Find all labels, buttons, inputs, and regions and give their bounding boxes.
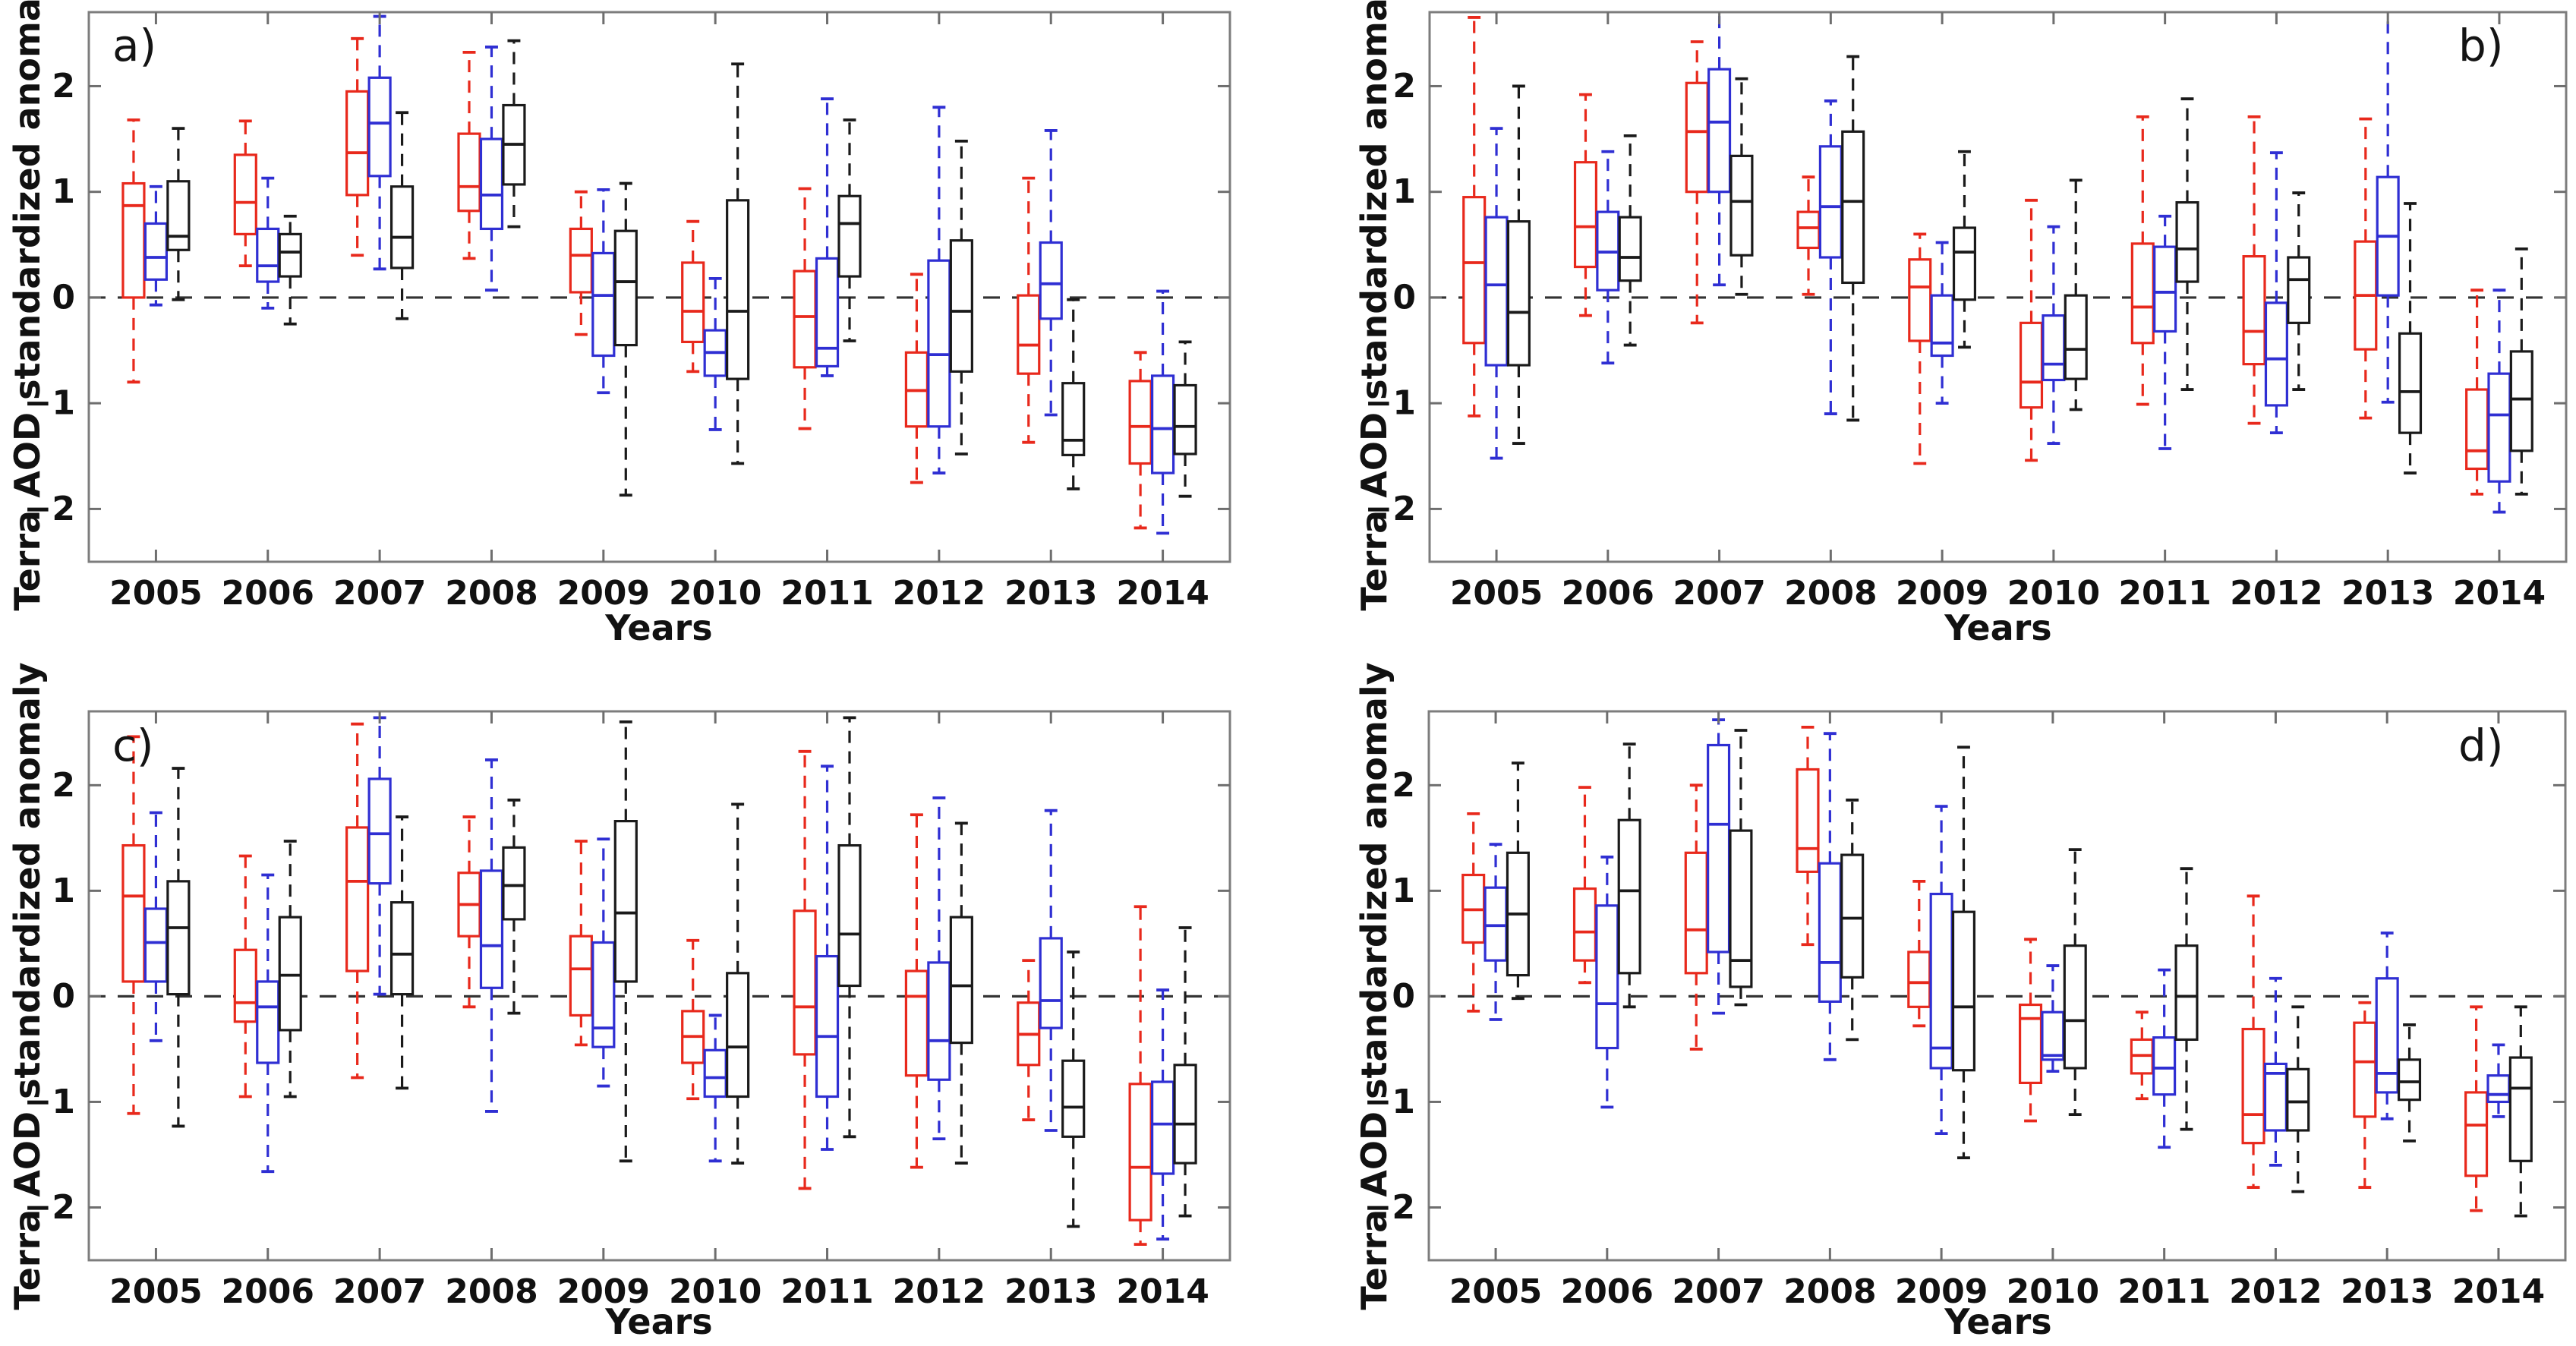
svg-text:−2: −2: [1364, 1188, 1415, 1227]
y-axis-label-d: Terra AOD standardized anomaly: [1354, 662, 1395, 1310]
svg-text:0: 0: [52, 977, 75, 1016]
svg-text:2: 2: [1392, 67, 1416, 106]
x-axis-label-c: Years: [605, 1301, 713, 1342]
boxplot-panel-b: −2 −1 0 1 2 2005 2006 2007 2008 2009 2010 2011 2012 2…: [1365, 11, 2568, 613]
svg-text:1: 1: [1392, 872, 1415, 910]
svg-text:2: 2: [1392, 766, 1415, 805]
svg-text:2009: 2009: [557, 1272, 650, 1311]
svg-text:−2: −2: [1365, 490, 1416, 528]
svg-text:2008: 2008: [1783, 1272, 1876, 1311]
svg-text:2010: 2010: [669, 1272, 761, 1311]
svg-text:2013: 2013: [2341, 1272, 2433, 1311]
svg-text:2008: 2008: [445, 1272, 538, 1311]
x-axis-label-d: Years: [1944, 1301, 2052, 1342]
svg-text:2008: 2008: [445, 574, 538, 613]
svg-text:2005: 2005: [109, 1272, 202, 1311]
svg-text:2: 2: [52, 67, 75, 106]
svg-text:2: 2: [52, 766, 75, 805]
svg-text:1: 1: [1392, 172, 1416, 211]
svg-text:2014: 2014: [1116, 574, 1209, 613]
panel-letter-a: a): [112, 20, 157, 71]
svg-text:2012: 2012: [2229, 1272, 2322, 1311]
svg-text:−1: −1: [1365, 384, 1416, 423]
svg-text:−1: −1: [24, 1083, 75, 1121]
svg-text:2014: 2014: [2452, 1272, 2545, 1311]
svg-text:0: 0: [1392, 977, 1415, 1016]
svg-text:−1: −1: [1364, 1083, 1415, 1121]
boxplot-panel-d: −2 −1 0 1 2 2005 2006 2007 2008 2009 2010 2011 2012 2…: [1364, 710, 2567, 1311]
boxplot-panel-c: −2 −1 0 1 2 2005 2006 2007 2008 2009 2010 2011 2012 2…: [24, 710, 1231, 1311]
svg-text:2011: 2011: [2117, 1272, 2210, 1311]
x-axis-label-a: Years: [605, 607, 713, 648]
svg-text:2009: 2009: [1896, 574, 1988, 613]
y-axis-label-b: Terra AOD standardized anomaly: [1354, 0, 1395, 611]
y-axis-label-a: Terra AOD standardized anomaly: [7, 0, 48, 611]
svg-text:2011: 2011: [780, 1272, 873, 1311]
svg-text:2006: 2006: [222, 574, 314, 613]
svg-text:2005: 2005: [1450, 574, 1543, 613]
svg-text:2007: 2007: [1673, 574, 1765, 613]
svg-text:2007: 2007: [1672, 1272, 1764, 1311]
boxplot-panel-a: −2 −1 0 1 2 2005 2006 2007 2008 2009 2010 2011 2012 2…: [24, 11, 1231, 613]
svg-text:2011: 2011: [780, 574, 873, 613]
svg-text:2014: 2014: [1116, 1272, 1209, 1311]
svg-text:−2: −2: [24, 1188, 75, 1227]
svg-text:2013: 2013: [2341, 574, 2434, 613]
svg-text:2006: 2006: [1562, 574, 1654, 613]
svg-text:2006: 2006: [222, 1272, 314, 1311]
svg-text:2005: 2005: [1449, 1272, 1542, 1311]
svg-text:2008: 2008: [1784, 574, 1877, 613]
svg-text:2012: 2012: [893, 574, 985, 613]
svg-text:−2: −2: [24, 490, 75, 528]
svg-text:1: 1: [52, 872, 75, 910]
svg-text:2014: 2014: [2453, 574, 2546, 613]
svg-text:2005: 2005: [109, 574, 202, 613]
svg-text:2009: 2009: [1895, 1272, 1988, 1311]
panel-letter-c: c): [112, 720, 154, 771]
panel-letter-b: b): [2458, 20, 2504, 71]
panel-letter-d: d): [2458, 720, 2504, 771]
svg-text:2006: 2006: [1561, 1272, 1654, 1311]
x-axis-label-b: Years: [1944, 607, 2052, 648]
svg-text:1: 1: [52, 172, 75, 211]
svg-text:2007: 2007: [333, 574, 426, 613]
svg-text:2013: 2013: [1004, 1272, 1097, 1311]
y-axis-label-c: Terra AOD standardized anomaly: [7, 662, 48, 1310]
svg-text:2007: 2007: [333, 1272, 426, 1311]
svg-text:2013: 2013: [1004, 574, 1097, 613]
svg-text:0: 0: [52, 278, 75, 317]
svg-text:2012: 2012: [893, 1272, 985, 1311]
svg-text:2010: 2010: [2007, 1272, 2099, 1311]
svg-text:2011: 2011: [2118, 574, 2211, 613]
svg-text:2012: 2012: [2230, 574, 2322, 613]
svg-text:2010: 2010: [2007, 574, 2100, 613]
svg-text:2009: 2009: [557, 574, 650, 613]
svg-text:2010: 2010: [669, 574, 761, 613]
svg-text:0: 0: [1392, 278, 1416, 317]
svg-text:−1: −1: [24, 384, 75, 423]
